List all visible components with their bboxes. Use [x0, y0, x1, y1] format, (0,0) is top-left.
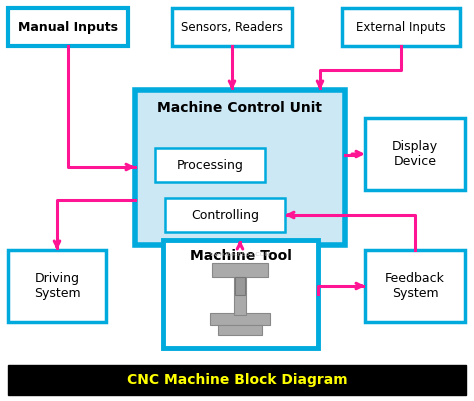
FancyBboxPatch shape [212, 263, 268, 277]
FancyBboxPatch shape [365, 118, 465, 190]
Text: Sensors, Readers: Sensors, Readers [181, 20, 283, 34]
FancyBboxPatch shape [8, 250, 106, 322]
Text: External Inputs: External Inputs [356, 20, 446, 34]
Text: Feedback
System: Feedback System [385, 272, 445, 300]
Text: CNC Machine Block Diagram: CNC Machine Block Diagram [127, 373, 347, 387]
Text: Machine Control Unit: Machine Control Unit [157, 101, 322, 115]
FancyBboxPatch shape [8, 365, 466, 395]
Text: Processing: Processing [176, 158, 244, 172]
FancyBboxPatch shape [155, 148, 265, 182]
FancyBboxPatch shape [365, 250, 465, 322]
FancyBboxPatch shape [8, 8, 128, 46]
FancyBboxPatch shape [172, 8, 292, 46]
Text: Machine Tool: Machine Tool [190, 249, 292, 263]
FancyBboxPatch shape [210, 313, 271, 325]
Text: Manual Inputs: Manual Inputs [18, 20, 118, 34]
FancyBboxPatch shape [135, 90, 345, 245]
FancyBboxPatch shape [235, 275, 246, 315]
FancyBboxPatch shape [163, 240, 318, 348]
FancyBboxPatch shape [342, 8, 460, 46]
Text: www.ftechboo.COM: www.ftechboo.COM [210, 253, 271, 257]
Text: Driving
System: Driving System [34, 272, 80, 300]
FancyBboxPatch shape [165, 198, 285, 232]
Text: Controlling: Controlling [191, 209, 259, 221]
Text: Display
Device: Display Device [392, 140, 438, 168]
FancyBboxPatch shape [236, 277, 246, 295]
FancyBboxPatch shape [219, 325, 263, 335]
